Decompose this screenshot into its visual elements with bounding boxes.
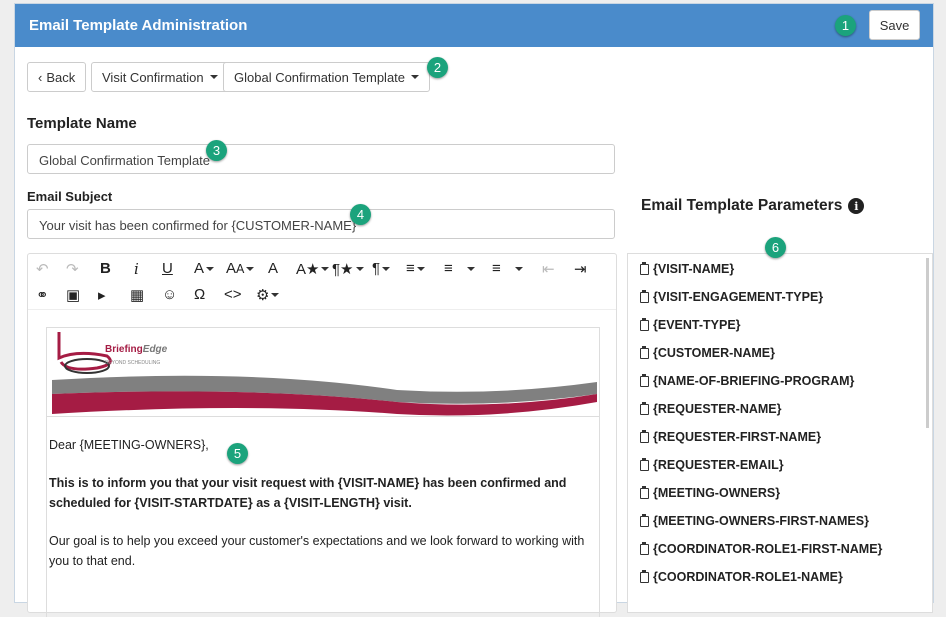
back-label: Back bbox=[46, 69, 76, 85]
clipboard-icon bbox=[640, 289, 649, 303]
parameter-item[interactable]: {CUSTOMER-NAME} bbox=[640, 345, 775, 360]
parameter-label: {MEETING-OWNERS-FIRST-NAMES} bbox=[653, 514, 869, 528]
caret-down-icon bbox=[209, 75, 218, 79]
indent-icon[interactable]: ⇥ bbox=[574, 261, 587, 278]
ordered-list-icon[interactable]: ≡ bbox=[444, 260, 476, 277]
outdent-icon[interactable]: ⇤ bbox=[542, 261, 555, 278]
undo-icon[interactable]: ↶ bbox=[36, 261, 49, 278]
code-view-icon[interactable]: <> bbox=[224, 286, 242, 303]
badge-3: 3 bbox=[206, 140, 227, 161]
badge-2: 2 bbox=[427, 57, 448, 78]
svg-text:BEYOND SCHEDULING: BEYOND SCHEDULING bbox=[105, 360, 160, 366]
bold-icon[interactable]: B bbox=[100, 260, 111, 277]
parameter-label: {REQUESTER-FIRST-NAME} bbox=[653, 430, 822, 444]
badge-6: 6 bbox=[765, 237, 786, 258]
parameter-item[interactable]: {COORDINATOR-ROLE1-NAME} bbox=[640, 569, 843, 584]
parameter-item[interactable]: {REQUESTER-NAME} bbox=[640, 401, 782, 416]
scrollbar[interactable] bbox=[926, 258, 929, 428]
svg-text:BriefingEdge: BriefingEdge bbox=[105, 344, 168, 355]
parameter-label: {COORDINATOR-ROLE1-FIRST-NAME} bbox=[653, 542, 883, 556]
email-body[interactable]: Dear {MEETING-OWNERS}, This is to inform… bbox=[46, 417, 600, 617]
link-icon[interactable]: ⚭ bbox=[36, 287, 49, 304]
back-button[interactable]: ‹ Back bbox=[27, 62, 87, 92]
parameter-label: {VISIT-NAME} bbox=[653, 262, 735, 276]
template-value: Global Confirmation Template bbox=[234, 69, 406, 85]
confirmation-paragraph: This is to inform you that your visit re… bbox=[49, 476, 567, 510]
header-bar: Email Template Administration Save bbox=[15, 4, 933, 47]
parameter-item[interactable]: {MEETING-OWNERS-FIRST-NAMES} bbox=[640, 513, 869, 528]
template-dropdown[interactable]: Global Confirmation Template bbox=[223, 62, 431, 92]
parameter-label: {REQUESTER-NAME} bbox=[653, 402, 782, 416]
text-color-icon[interactable]: A bbox=[268, 260, 279, 277]
badge-5: 5 bbox=[227, 443, 248, 464]
paragraph-format-icon[interactable]: ¶ bbox=[372, 260, 391, 277]
clipboard-icon bbox=[640, 373, 649, 387]
parameter-label: {NAME-OF-BRIEFING-PROGRAM} bbox=[653, 374, 855, 388]
parameter-item[interactable]: {COORDINATOR-ROLE1-FIRST-NAME} bbox=[640, 541, 883, 556]
parameter-item[interactable]: {VISIT-ENGAGEMENT-TYPE} bbox=[640, 289, 824, 304]
template-name-label: Template Name bbox=[27, 115, 137, 132]
video-icon[interactable]: ▸ bbox=[98, 287, 106, 304]
visit-type-value: Visit Confirmation bbox=[102, 69, 204, 85]
unordered-list-icon[interactable]: ≡ bbox=[492, 260, 524, 277]
image-icon[interactable]: ▣ bbox=[66, 287, 81, 304]
clipboard-icon bbox=[640, 541, 649, 555]
admin-panel: Email Template Administration Save ‹ Back… bbox=[14, 3, 934, 617]
parameter-label: {EVENT-TYPE} bbox=[653, 318, 741, 332]
table-icon[interactable]: ▦ bbox=[130, 287, 145, 304]
parameter-item[interactable]: {REQUESTER-FIRST-NAME} bbox=[640, 429, 822, 444]
briefingedge-logo: BriefingEdge BEYOND SCHEDULING bbox=[52, 332, 597, 416]
inline-style-icon[interactable]: A★ bbox=[296, 260, 330, 278]
parameter-item[interactable]: {EVENT-TYPE} bbox=[640, 317, 741, 332]
save-button[interactable]: Save bbox=[869, 10, 920, 40]
special-char-icon[interactable]: Ω bbox=[194, 286, 206, 303]
clipboard-icon bbox=[640, 317, 649, 331]
underline-icon[interactable]: U bbox=[162, 260, 173, 277]
paragraph-style-icon[interactable]: ¶★ bbox=[332, 260, 364, 278]
badge-1: 1 bbox=[835, 15, 856, 36]
clipboard-icon bbox=[640, 513, 649, 527]
parameter-item[interactable]: {NAME-OF-BRIEFING-PROGRAM} bbox=[640, 373, 855, 388]
parameter-label: {MEETING-OWNERS} bbox=[653, 486, 781, 500]
clipboard-icon bbox=[640, 401, 649, 415]
goal-paragraph: Our goal is to help you exceed your cust… bbox=[49, 534, 585, 568]
parameter-item[interactable]: {REQUESTER-EMAIL} bbox=[640, 457, 784, 472]
parameter-label: {REQUESTER-EMAIL} bbox=[653, 458, 784, 472]
template-name-input[interactable]: Global Confirmation Template bbox=[27, 144, 615, 174]
parameter-label: {VISIT-ENGAGEMENT-TYPE} bbox=[653, 290, 824, 304]
settings-icon[interactable]: ⚙ bbox=[256, 286, 280, 304]
emoticon-icon[interactable]: ☺ bbox=[162, 286, 178, 303]
visit-type-dropdown[interactable]: Visit Confirmation bbox=[91, 62, 229, 92]
clipboard-icon bbox=[640, 485, 649, 499]
redo-icon[interactable]: ↷ bbox=[66, 261, 79, 278]
parameters-list: {VISIT-NAME} {VISIT-ENGAGEMENT-TYPE} {EVEN… bbox=[627, 253, 933, 613]
clipboard-icon bbox=[640, 457, 649, 471]
clipboard-icon bbox=[640, 429, 649, 443]
briefingedge-banner: BriefingEdge BEYOND SCHEDULING bbox=[46, 327, 600, 417]
font-family-icon[interactable]: A bbox=[194, 260, 215, 277]
page-title: Email Template Administration bbox=[29, 17, 248, 34]
align-icon[interactable]: ≡ bbox=[406, 260, 425, 277]
toolbar-divider bbox=[28, 309, 616, 310]
italic-icon[interactable]: i bbox=[134, 260, 139, 278]
chevron-left-icon: ‹ bbox=[38, 69, 43, 85]
clipboard-icon bbox=[640, 261, 649, 275]
badge-4: 4 bbox=[350, 204, 371, 225]
parameter-item[interactable]: {MEETING-OWNERS} bbox=[640, 485, 781, 500]
parameter-item[interactable]: {VISIT-NAME} bbox=[640, 261, 735, 276]
parameter-label: {COORDINATOR-ROLE1-NAME} bbox=[653, 570, 843, 584]
email-subject-input[interactable]: Your visit has been confirmed for {CUSTO… bbox=[27, 209, 615, 239]
parameter-label: {CUSTOMER-NAME} bbox=[653, 346, 775, 360]
info-icon[interactable]: i bbox=[848, 198, 865, 214]
greeting-text: Dear {MEETING-OWNERS}, bbox=[49, 438, 209, 452]
parameters-title: Email Template Parameters i bbox=[641, 197, 865, 215]
clipboard-icon bbox=[640, 345, 649, 359]
email-subject-label: Email Subject bbox=[27, 189, 113, 204]
caret-down-icon bbox=[411, 75, 420, 79]
parameters-title-text: Email Template Parameters bbox=[641, 197, 843, 214]
clipboard-icon bbox=[640, 569, 649, 583]
